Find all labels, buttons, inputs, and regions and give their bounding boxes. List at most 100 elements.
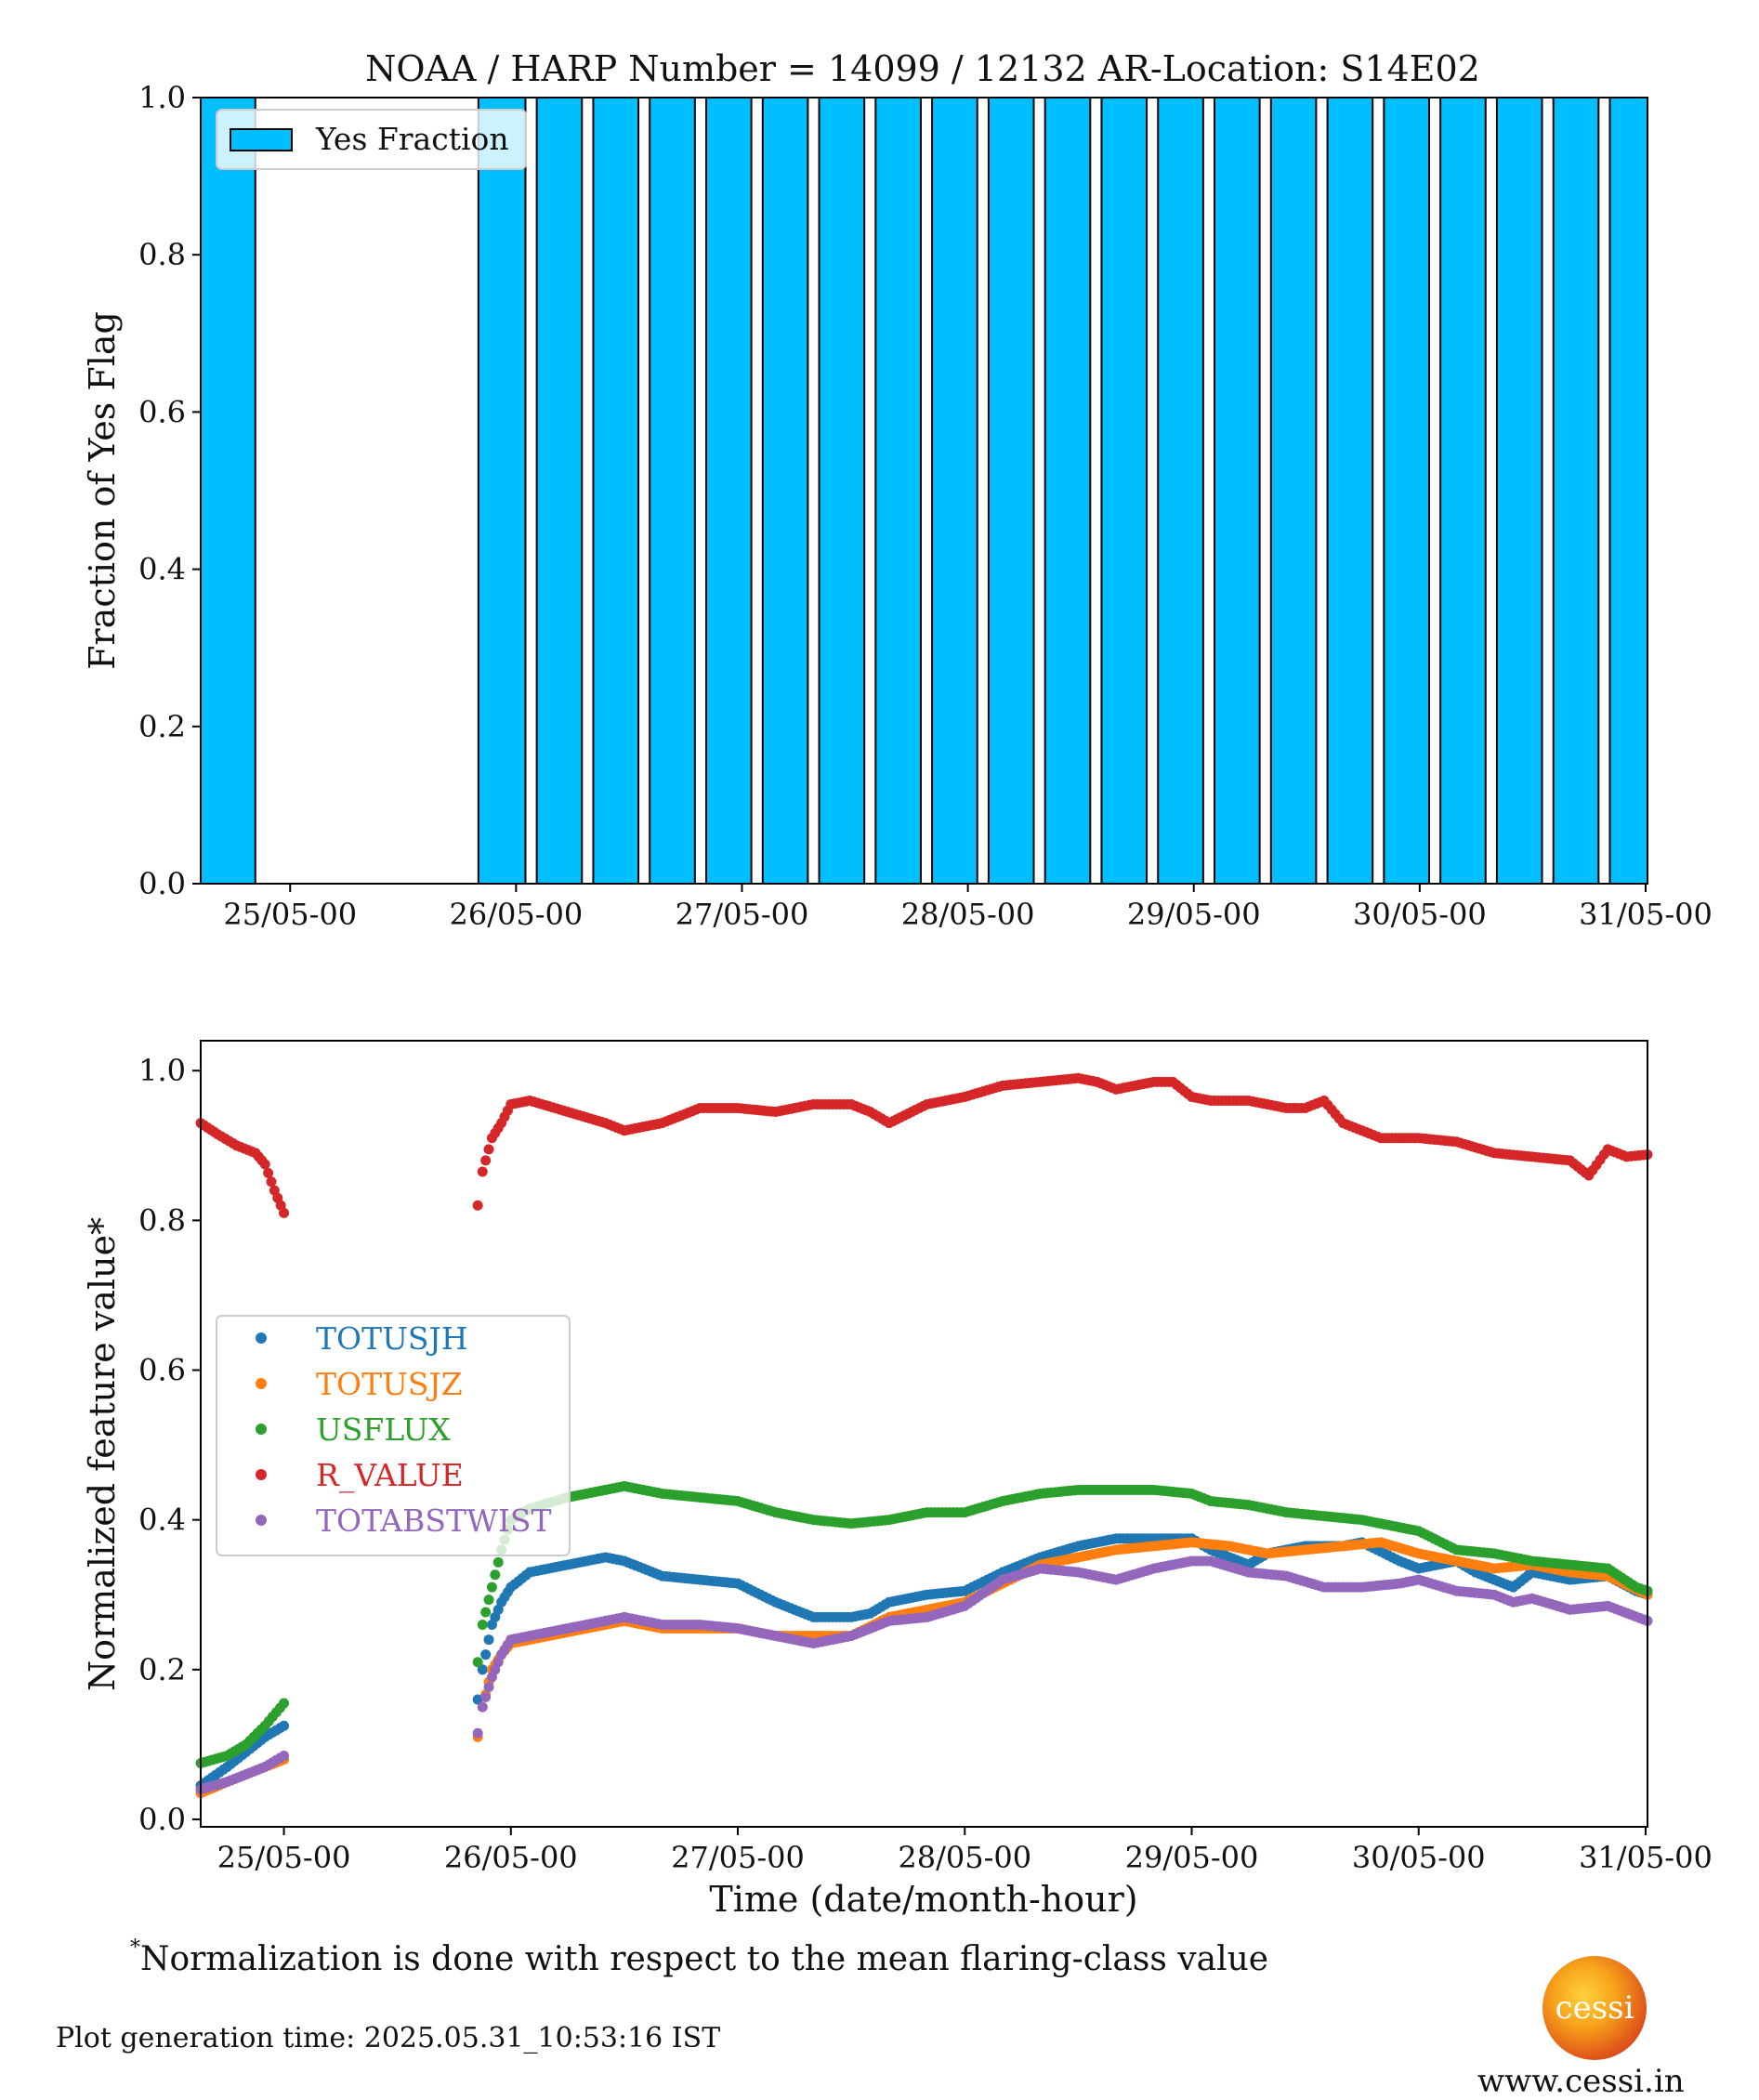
data-point xyxy=(472,1200,483,1211)
bar-7 xyxy=(818,97,866,885)
logo-text: cessi xyxy=(1555,1989,1634,2027)
legend-marker xyxy=(256,1424,267,1435)
top-plot-frame xyxy=(200,97,1648,885)
chart-title: NOAA / HARP Number = 14099 / 12132 AR-Lo… xyxy=(365,48,1480,89)
data-point xyxy=(472,1694,483,1705)
y-tick-label: 0.4 xyxy=(138,1503,186,1538)
y-tick-label: 0.4 xyxy=(138,552,186,587)
feature-chart: 0.0 0.2 0.4 0.6 0.8 1.0 25/05-00 26/05-00 27/05… xyxy=(82,1040,1713,1920)
x-tick-label: 25/05-00 xyxy=(217,1840,351,1875)
x-tick-label: 28/05-00 xyxy=(898,1840,1031,1875)
series-USFLUX xyxy=(195,1480,1653,1769)
legend-label: TOTUSJH xyxy=(316,1320,468,1357)
series-TOTUSJH xyxy=(195,1533,1653,1792)
x-ticks: 25/05-00 26/05-00 27/05-00 28/05-00 29/05-00… xyxy=(217,1827,1713,1875)
x-tick-label: 25/05-00 xyxy=(223,897,357,932)
data-point xyxy=(480,1649,492,1660)
data-point xyxy=(480,1155,492,1166)
bar-8 xyxy=(874,97,922,885)
bar-19 xyxy=(1495,97,1543,885)
x-tick-label: 27/05-00 xyxy=(671,1840,805,1875)
bar-5 xyxy=(704,97,753,885)
y-tick-label: 0.8 xyxy=(138,237,186,272)
data-point xyxy=(477,1166,488,1177)
bar-20 xyxy=(1552,97,1600,885)
x-tick-label: 28/05-00 xyxy=(901,897,1035,932)
bar-16 xyxy=(1326,97,1374,885)
legend-label: TOTABSTWIST xyxy=(316,1503,552,1539)
y-ticks: 0.0 0.2 0.4 0.6 0.8 1.0 xyxy=(138,1053,201,1837)
legend-swatch xyxy=(230,128,293,151)
data-point xyxy=(486,1582,497,1593)
bar-2 xyxy=(535,97,584,885)
feature-legend: TOTUSJH TOTUSJZ USFLUX R_VALUE TOTABSTWIST xyxy=(216,1315,571,1556)
x-tick-label: 30/05-00 xyxy=(1352,1840,1486,1875)
data-point xyxy=(477,1664,488,1675)
data-point xyxy=(259,1159,270,1170)
footnote-mark: * xyxy=(130,1936,140,1960)
bar-9 xyxy=(931,97,978,885)
data-point xyxy=(477,1619,488,1630)
series-TOTABSTWIST xyxy=(195,1555,1653,1795)
legend-marker xyxy=(256,1515,267,1526)
bar-17 xyxy=(1383,97,1430,885)
bar-10 xyxy=(987,97,1035,885)
cessi-logo: cessi xyxy=(1542,1956,1647,2060)
y-tick-label: 0.0 xyxy=(138,866,186,901)
data-point xyxy=(492,1556,504,1568)
y-tick-label: 0.6 xyxy=(138,1353,186,1388)
data-point xyxy=(483,1634,494,1646)
bar-13 xyxy=(1157,97,1204,885)
y-tick-label: 1.0 xyxy=(138,1053,186,1088)
bar-14 xyxy=(1214,97,1261,885)
y-ticks: 0.0 0.2 0.4 0.6 0.8 1.0 xyxy=(138,80,201,901)
x-tick-label: 26/05-00 xyxy=(444,1840,578,1875)
scatter-group xyxy=(195,1072,1653,1799)
x-tick-label: 29/05-00 xyxy=(1125,1840,1259,1875)
data-point xyxy=(483,1682,494,1693)
y-tick-label: 0.2 xyxy=(138,1652,186,1687)
legend-marker xyxy=(256,1469,267,1480)
legend-label: Yes Fraction xyxy=(315,121,509,157)
series-TOTUSJZ xyxy=(195,1537,1653,1799)
footnote-text: Normalization is done with respect to th… xyxy=(140,1940,1269,1978)
x-axis-label: Time (date/month-hour) xyxy=(709,1879,1137,1920)
x-tick-label: 30/05-00 xyxy=(1353,897,1487,932)
data-point xyxy=(279,1720,290,1731)
y-axis-label: Normalized feature value* xyxy=(82,1217,123,1691)
bar-15 xyxy=(1269,97,1318,885)
bottom-plot-frame xyxy=(200,1040,1648,1828)
website-link[interactable]: www.cessi.in xyxy=(1477,2063,1685,2100)
legend-label: USFLUX xyxy=(316,1411,451,1448)
y-axis-label: Fraction of Yes Flag xyxy=(82,311,123,670)
data-point xyxy=(483,1595,494,1606)
footnote: *Normalization is done with respect to t… xyxy=(130,1936,1269,1978)
legend-frame xyxy=(216,109,527,170)
yes-fraction-chart: NOAA / HARP Number = 14099 / 12132 AR-Lo… xyxy=(82,48,1713,932)
y-tick-label: 0.2 xyxy=(138,709,186,744)
y-tick-label: 0.8 xyxy=(138,1202,186,1238)
bar-12 xyxy=(1100,97,1149,885)
data-point xyxy=(263,1167,274,1178)
bar-6 xyxy=(761,97,809,885)
x-tick-label: 27/05-00 xyxy=(676,897,809,932)
series-R_VALUE xyxy=(195,1072,1653,1218)
top-legend: Yes Fraction xyxy=(216,109,527,170)
legend-label: TOTUSJZ xyxy=(316,1366,463,1402)
legend-marker xyxy=(256,1332,267,1344)
y-tick-label: 0.6 xyxy=(138,394,186,429)
y-tick-label: 1.0 xyxy=(138,80,186,115)
data-point xyxy=(472,1657,483,1668)
legend-frame xyxy=(216,1315,571,1556)
data-point xyxy=(480,1607,492,1618)
data-point xyxy=(279,1750,290,1761)
data-point xyxy=(472,1727,483,1739)
bar-1 xyxy=(477,97,527,885)
x-tick-label: 26/05-00 xyxy=(449,897,583,932)
data-point xyxy=(279,1207,290,1218)
x-tick-label: 29/05-00 xyxy=(1127,897,1261,932)
data-point xyxy=(477,1701,488,1713)
legend-marker xyxy=(256,1378,267,1389)
x-tick-label: 31/05-00 xyxy=(1579,1840,1713,1875)
